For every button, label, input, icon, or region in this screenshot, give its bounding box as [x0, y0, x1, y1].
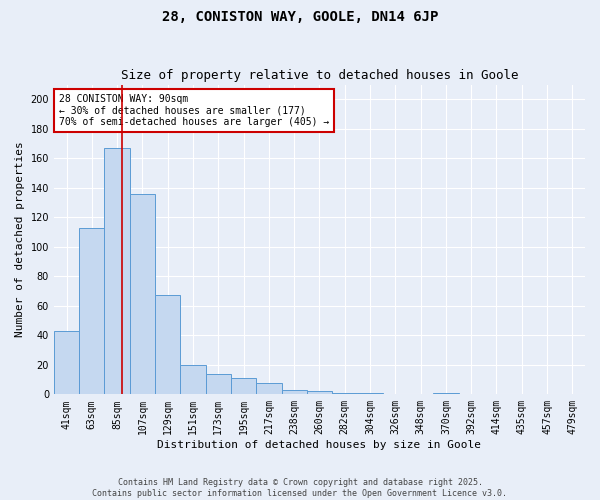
- Bar: [79, 228, 104, 394]
- Text: 28 CONISTON WAY: 90sqm
← 30% of detached houses are smaller (177)
70% of semi-de: 28 CONISTON WAY: 90sqm ← 30% of detached…: [59, 94, 329, 127]
- Bar: [130, 194, 155, 394]
- Title: Size of property relative to detached houses in Goole: Size of property relative to detached ho…: [121, 69, 518, 82]
- Text: 28, CONISTON WAY, GOOLE, DN14 6JP: 28, CONISTON WAY, GOOLE, DN14 6JP: [162, 10, 438, 24]
- Bar: [231, 378, 256, 394]
- Bar: [281, 390, 307, 394]
- Bar: [155, 296, 181, 394]
- Bar: [433, 393, 458, 394]
- Y-axis label: Number of detached properties: Number of detached properties: [15, 142, 25, 338]
- Bar: [358, 393, 383, 394]
- X-axis label: Distribution of detached houses by size in Goole: Distribution of detached houses by size …: [157, 440, 481, 450]
- Text: Contains HM Land Registry data © Crown copyright and database right 2025.
Contai: Contains HM Land Registry data © Crown c…: [92, 478, 508, 498]
- Bar: [307, 392, 332, 394]
- Bar: [206, 374, 231, 394]
- Bar: [332, 393, 358, 394]
- Bar: [256, 382, 281, 394]
- Bar: [181, 365, 206, 394]
- Bar: [54, 331, 79, 394]
- Bar: [104, 148, 130, 394]
